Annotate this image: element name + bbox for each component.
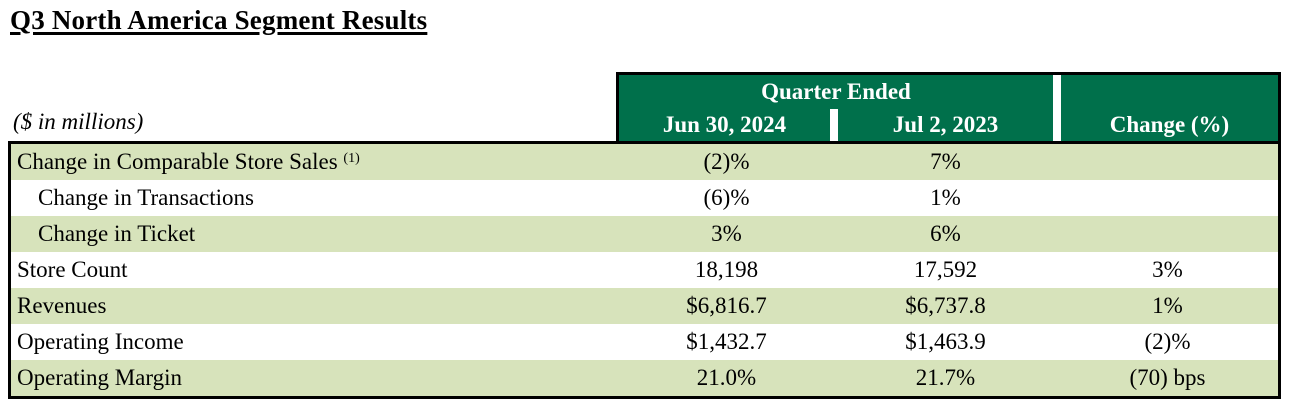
page-title: Q3 North America Segment Results: [10, 5, 428, 35]
cell-q-2024: $1,432.7: [686, 329, 767, 354]
cell-q-2023: 1%: [930, 185, 961, 210]
table-row-change-in-ticket: Change in Ticket 3% 6%: [11, 216, 1278, 252]
column-separator: [830, 108, 838, 142]
column-header-change-pct: Change (%): [1109, 112, 1230, 138]
cell-change: (70) bps: [1129, 365, 1206, 390]
row-label: Revenues: [17, 293, 107, 318]
cell-q-2024: (6)%: [703, 185, 750, 210]
cell-q-2023: 7%: [930, 149, 961, 174]
cell-q-2023: 21.7%: [915, 365, 976, 390]
table-row-comparable-store-sales: Change in Comparable Store Sales (1) (2)…: [11, 144, 1278, 180]
cell-q-2024: 18,198: [694, 257, 759, 282]
row-label: Change in Ticket: [38, 221, 196, 246]
cell-q-2023: 6%: [930, 221, 961, 246]
results-table: Change in Comparable Store Sales (1) (2)…: [8, 141, 1281, 399]
footnote-marker: (1): [343, 151, 360, 166]
row-label: Change in Comparable Store Sales (1): [11, 149, 619, 175]
row-label: Operating Income: [17, 329, 184, 354]
units-note: ($ in millions): [13, 109, 144, 134]
column-header-jun-30-2024: Jun 30, 2024: [662, 112, 787, 138]
table-row-store-count: Store Count 18,198 17,592 3%: [11, 252, 1278, 288]
cell-change: 3%: [1152, 257, 1183, 282]
table-header: Quarter Ended Jun 30, 2024 Jul 2, 2023 C…: [616, 72, 1281, 142]
cell-q-2024: (2)%: [703, 149, 750, 174]
cell-change: (2)%: [1144, 329, 1191, 354]
cell-q-2024: 3%: [711, 221, 742, 246]
cell-q-2023: 17,592: [913, 257, 978, 282]
cell-q-2024: 21.0%: [696, 365, 757, 390]
column-header-jul-2-2023: Jul 2, 2023: [892, 112, 999, 138]
column-group-header-quarter-ended: Quarter Ended: [761, 78, 911, 104]
table-row-revenues: Revenues $6,816.7 $6,737.8 1%: [11, 288, 1278, 324]
row-label: Store Count: [17, 257, 128, 282]
table-row-operating-income: Operating Income $1,432.7 $1,463.9 (2)%: [11, 324, 1278, 360]
cell-q-2023: $1,463.9: [905, 329, 986, 354]
row-label-text: Change in Comparable Store Sales: [17, 149, 338, 174]
row-label: Operating Margin: [17, 365, 183, 390]
cell-q-2024: $6,816.7: [686, 293, 767, 318]
cell-q-2023: $6,737.8: [905, 293, 986, 318]
table-row-operating-margin: Operating Margin 21.0% 21.7% (70) bps: [11, 360, 1278, 396]
row-label: Change in Transactions: [38, 185, 254, 210]
table-row-change-in-transactions: Change in Transactions (6)% 1%: [11, 180, 1278, 216]
cell-change: 1%: [1152, 293, 1183, 318]
column-separator: [1053, 75, 1061, 142]
